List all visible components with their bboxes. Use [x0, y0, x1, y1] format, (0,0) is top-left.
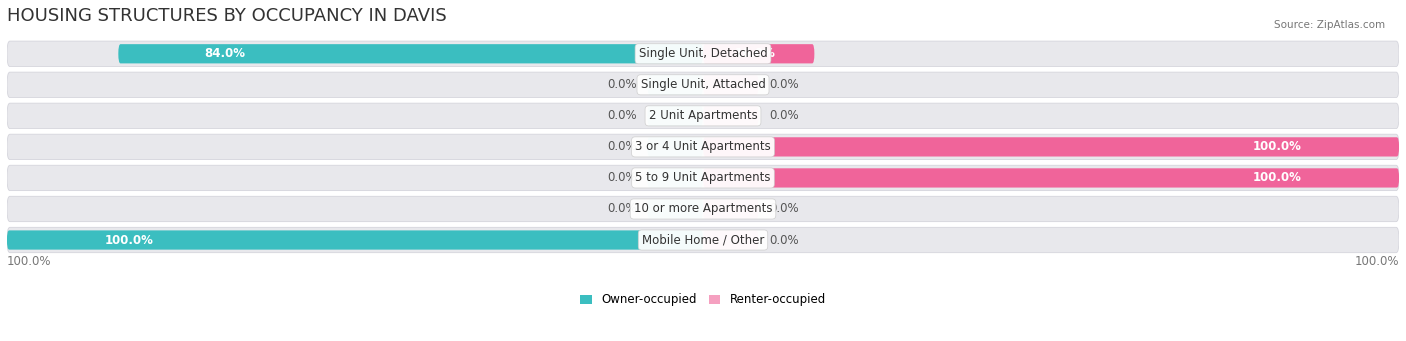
Text: 0.0%: 0.0%	[769, 234, 799, 247]
Text: 0.0%: 0.0%	[607, 140, 637, 153]
Text: 84.0%: 84.0%	[205, 47, 246, 60]
FancyBboxPatch shape	[703, 168, 1399, 188]
Text: 100.0%: 100.0%	[104, 234, 153, 247]
Text: 100.0%: 100.0%	[1253, 140, 1302, 153]
FancyBboxPatch shape	[7, 103, 1399, 129]
Text: 100.0%: 100.0%	[1354, 255, 1399, 268]
Text: 5 to 9 Unit Apartments: 5 to 9 Unit Apartments	[636, 172, 770, 184]
FancyBboxPatch shape	[647, 168, 703, 188]
Text: 2 Unit Apartments: 2 Unit Apartments	[648, 109, 758, 122]
Text: 0.0%: 0.0%	[607, 78, 637, 91]
FancyBboxPatch shape	[7, 72, 1399, 98]
Text: 3 or 4 Unit Apartments: 3 or 4 Unit Apartments	[636, 140, 770, 153]
Text: 100.0%: 100.0%	[1253, 172, 1302, 184]
Text: 0.0%: 0.0%	[769, 109, 799, 122]
Text: 0.0%: 0.0%	[769, 78, 799, 91]
Text: 0.0%: 0.0%	[607, 172, 637, 184]
FancyBboxPatch shape	[7, 165, 1399, 191]
FancyBboxPatch shape	[703, 231, 759, 250]
FancyBboxPatch shape	[703, 137, 1399, 157]
FancyBboxPatch shape	[703, 199, 759, 219]
Text: HOUSING STRUCTURES BY OCCUPANCY IN DAVIS: HOUSING STRUCTURES BY OCCUPANCY IN DAVIS	[7, 7, 447, 25]
FancyBboxPatch shape	[703, 106, 759, 125]
FancyBboxPatch shape	[7, 231, 703, 250]
Text: 10 or more Apartments: 10 or more Apartments	[634, 203, 772, 216]
Text: 0.0%: 0.0%	[769, 203, 799, 216]
FancyBboxPatch shape	[7, 134, 1399, 160]
FancyBboxPatch shape	[7, 227, 1399, 253]
Legend: Owner-occupied, Renter-occupied: Owner-occupied, Renter-occupied	[579, 293, 827, 306]
FancyBboxPatch shape	[7, 196, 1399, 222]
Text: 16.0%: 16.0%	[734, 47, 775, 60]
FancyBboxPatch shape	[118, 44, 703, 63]
Text: Source: ZipAtlas.com: Source: ZipAtlas.com	[1274, 20, 1385, 30]
FancyBboxPatch shape	[647, 106, 703, 125]
Text: 0.0%: 0.0%	[607, 109, 637, 122]
Text: 0.0%: 0.0%	[607, 203, 637, 216]
FancyBboxPatch shape	[703, 44, 814, 63]
Text: Single Unit, Attached: Single Unit, Attached	[641, 78, 765, 91]
Text: Single Unit, Detached: Single Unit, Detached	[638, 47, 768, 60]
FancyBboxPatch shape	[7, 41, 1399, 66]
Text: 100.0%: 100.0%	[7, 255, 52, 268]
FancyBboxPatch shape	[703, 75, 759, 94]
FancyBboxPatch shape	[647, 199, 703, 219]
FancyBboxPatch shape	[647, 75, 703, 94]
Text: Mobile Home / Other: Mobile Home / Other	[641, 234, 765, 247]
FancyBboxPatch shape	[647, 137, 703, 157]
